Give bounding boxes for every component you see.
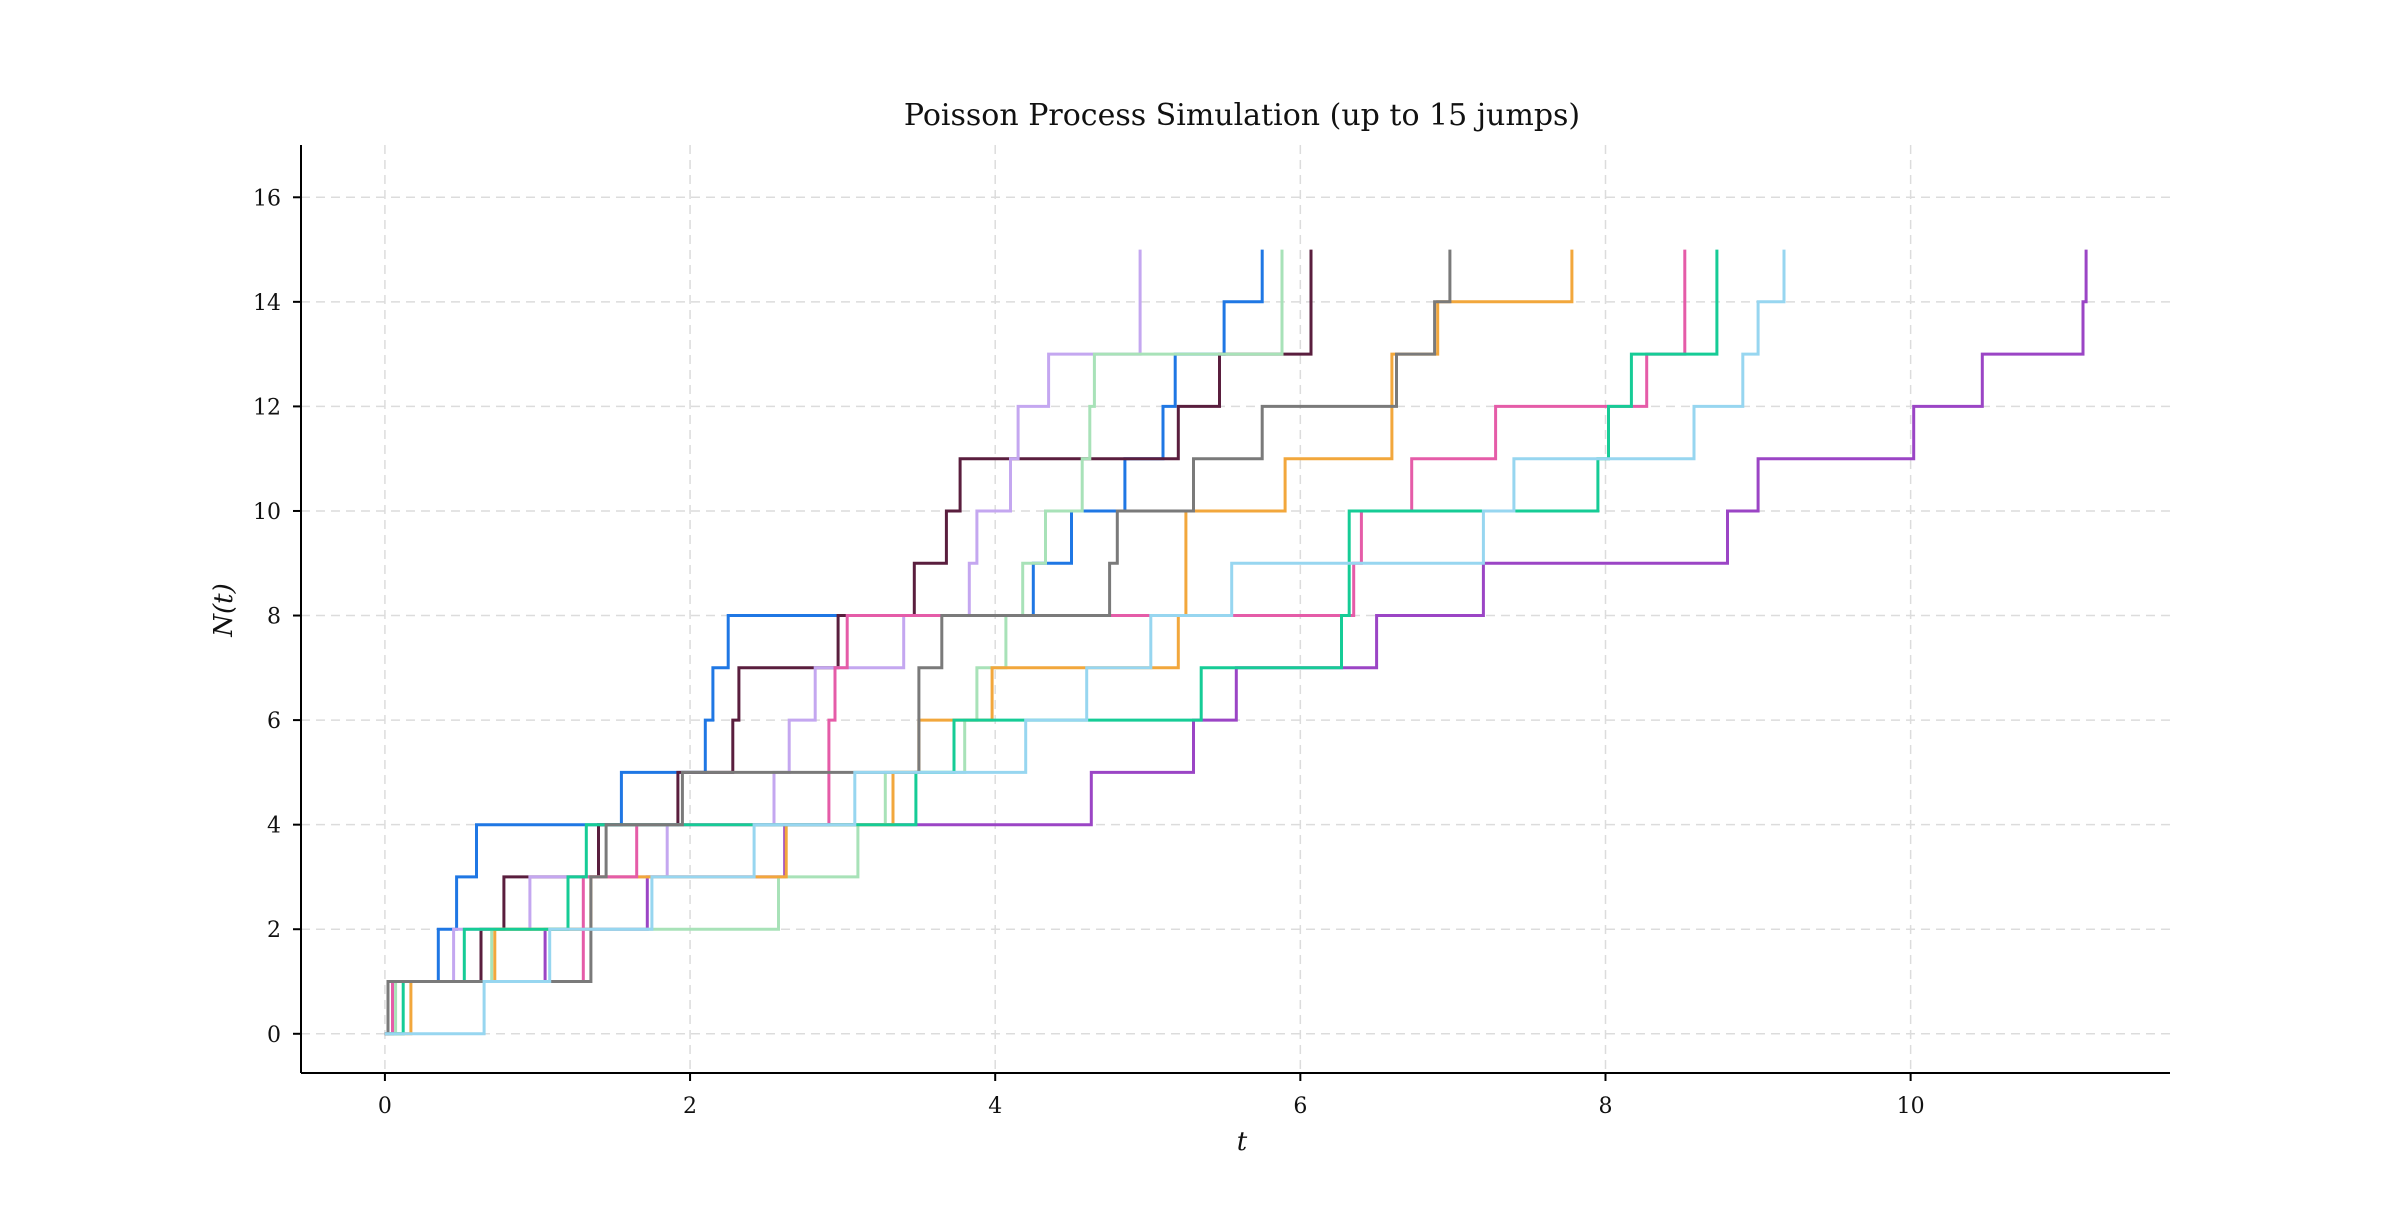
y-tick-label: 4 — [267, 814, 281, 839]
ticks-layer: 0 2 4 6 8 10 0 2 4 6 8 10 12 14 16 — [253, 186, 1925, 1119]
y-tick-label: 0 — [267, 1023, 281, 1048]
series-line-6 — [384, 249, 1574, 1036]
series-line-7 — [384, 249, 1687, 1036]
x-tick-label: 8 — [1598, 1094, 1612, 1119]
series-line-4 — [384, 249, 1142, 1036]
x-tick-label: 10 — [1897, 1094, 1925, 1119]
y-tick-label: 14 — [253, 291, 281, 316]
chart-title: Poisson Process Simulation (up to 15 jum… — [904, 98, 1580, 133]
y-tick-label: 12 — [253, 395, 281, 420]
series-line-9 — [384, 249, 1452, 1036]
y-tick-label: 16 — [253, 186, 281, 211]
axes-layer — [300, 145, 2170, 1074]
x-axis-label: t — [1237, 1127, 1248, 1157]
series-line-8 — [384, 249, 1719, 1036]
y-tick-label: 6 — [267, 709, 281, 734]
x-tick-label: 4 — [988, 1094, 1002, 1119]
grid-layer — [301, 145, 2170, 1073]
x-tick-label: 6 — [1293, 1094, 1307, 1119]
y-tick-label: 2 — [267, 918, 281, 943]
x-tick-label: 0 — [378, 1094, 392, 1119]
y-tick-label: 8 — [267, 605, 281, 630]
y-tick-label: 10 — [253, 500, 281, 525]
y-axis-label: N(t) — [209, 583, 239, 638]
series-line-1 — [384, 249, 1264, 1036]
series-line-10 — [384, 249, 1786, 1036]
series-line-5 — [384, 249, 1284, 1036]
x-tick-label: 2 — [683, 1094, 697, 1119]
series-line-3 — [384, 249, 2088, 1036]
series-layer — [384, 249, 2088, 1036]
